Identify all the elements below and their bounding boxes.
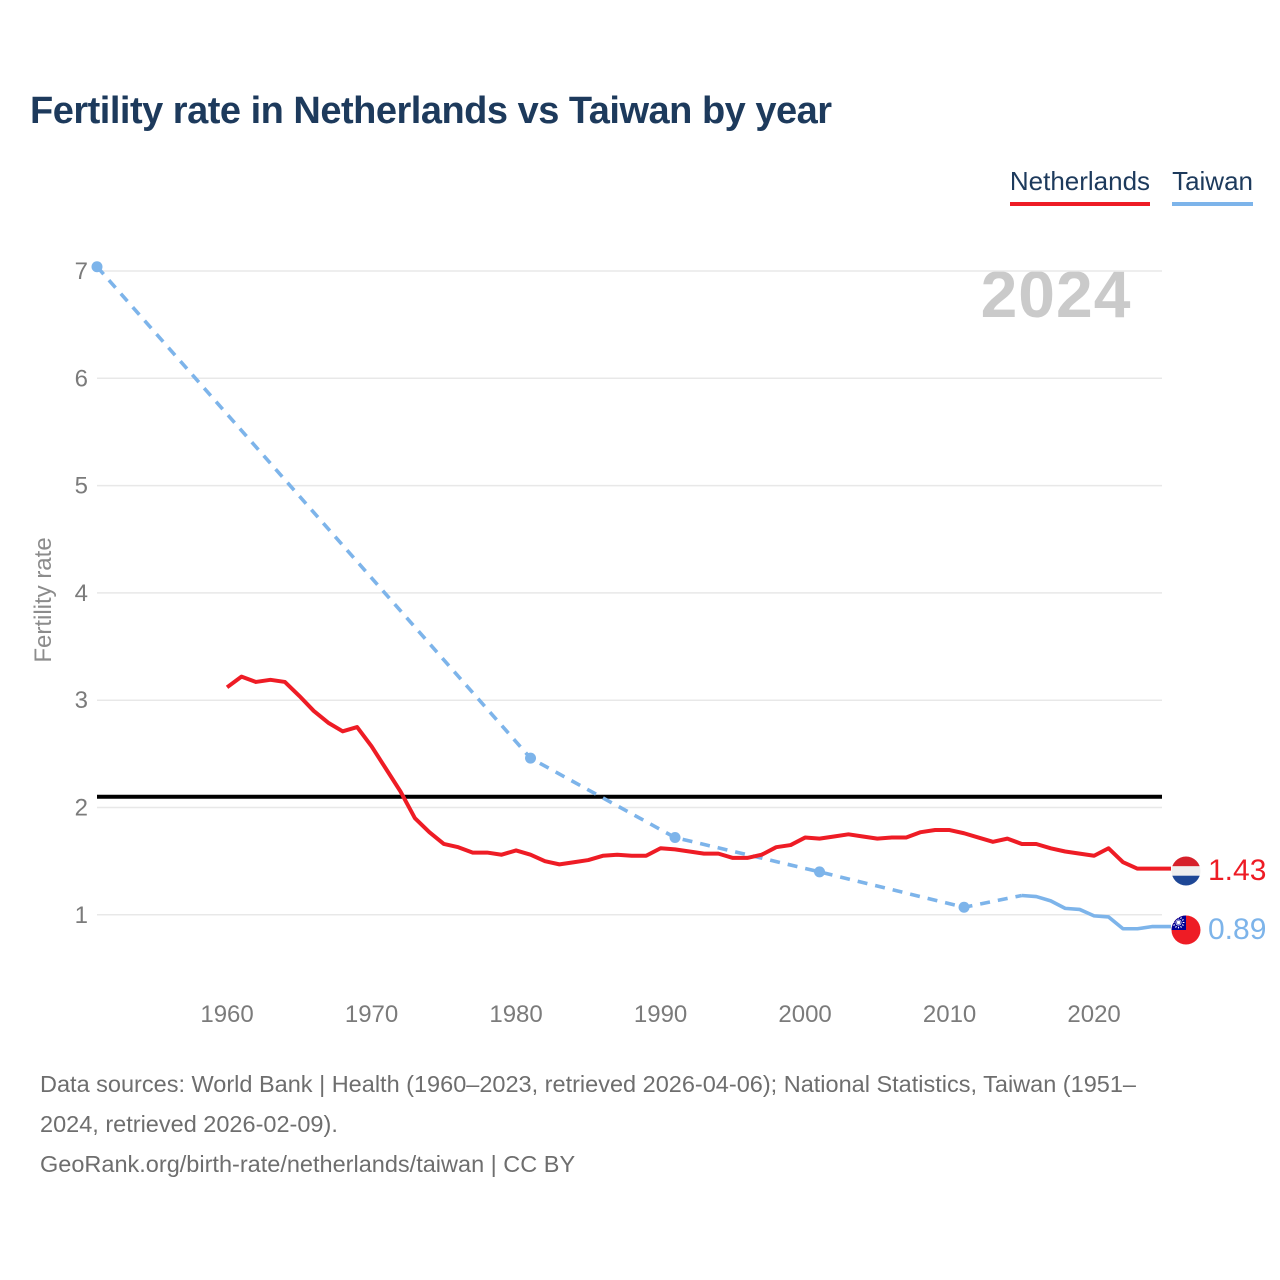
footer: Data sources: World Bank | Health (1960–… (40, 1064, 1260, 1184)
attribution-line: GeoRank.org/birth-rate/netherlands/taiwa… (40, 1151, 576, 1177)
x-tick-label: 2000 (778, 1001, 831, 1028)
taiwan-data-marker (525, 752, 537, 764)
taiwan-end-value: 0.89 (1208, 913, 1267, 946)
taiwan-data-marker (814, 866, 826, 878)
netherlands-line (225, 674, 1171, 871)
y-axis-title: Fertility rate (30, 537, 57, 663)
y-tick-label: 1 (75, 902, 88, 929)
y-tick-label: 6 (75, 365, 88, 392)
x-tick-label: 1980 (489, 1001, 542, 1028)
netherlands-end-label: 1.43 (1171, 854, 1266, 888)
data-sources-line-1: Data sources: World Bank | Health (1960–… (40, 1071, 1136, 1097)
taiwan-line-dashed (95, 265, 1023, 910)
x-tick-label: 1970 (345, 1001, 398, 1028)
data-sources-line-2: 2024, retrieved 2026-02-09). (40, 1111, 338, 1137)
taiwan-end-label: 0.89 (1171, 913, 1266, 947)
x-tick-label: 2020 (1067, 1001, 1120, 1028)
watermark-year: 2024 (980, 257, 1132, 331)
netherlands-flag-icon (1171, 856, 1201, 886)
taiwan-data-marker (958, 901, 970, 913)
chart-title: Fertility rate in Netherlands vs Taiwan … (30, 90, 832, 132)
x-tick-label: 2010 (923, 1001, 976, 1028)
legend-item-taiwan[interactable]: Taiwan (1172, 166, 1253, 206)
legend-item-netherlands[interactable]: Netherlands (1009, 166, 1151, 206)
taiwan-flag-icon (1171, 915, 1201, 945)
y-tick-label: 7 (75, 258, 88, 285)
taiwan-data-marker (91, 261, 103, 273)
x-tick-label: 1990 (634, 1001, 687, 1028)
netherlands-end-value: 1.43 (1208, 854, 1267, 887)
y-tick-label: 3 (75, 687, 88, 714)
y-tick-label: 2 (75, 795, 88, 822)
y-tick-label: 5 (75, 473, 88, 500)
x-tick-label: 1960 (200, 1001, 253, 1028)
taiwan-data-marker (669, 832, 681, 844)
y-tick-label: 4 (75, 580, 88, 607)
taiwan-line-solid (1021, 893, 1171, 931)
legend: Netherlands Taiwan (1009, 166, 1253, 206)
